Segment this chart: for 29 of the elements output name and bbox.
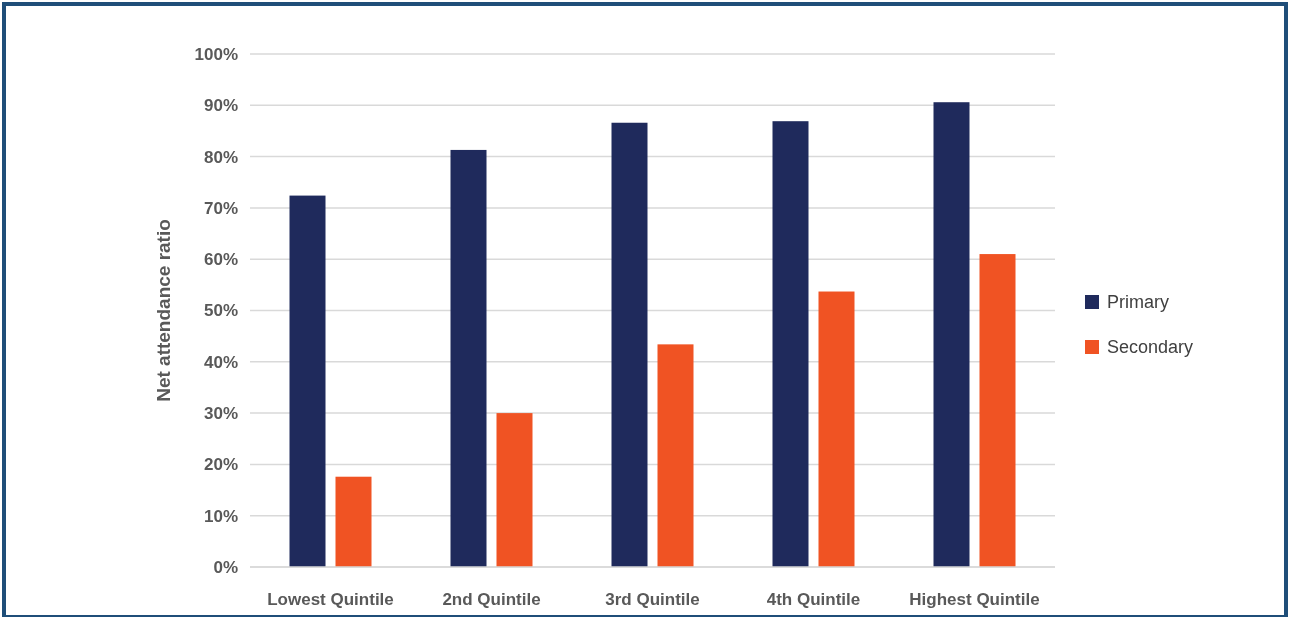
legend-label: Secondary	[1107, 337, 1194, 358]
y-tick-label: 10%	[203, 506, 238, 526]
bar	[933, 102, 970, 567]
bar	[772, 121, 809, 567]
bar	[818, 291, 855, 567]
bar	[496, 413, 533, 567]
x-tick-label: 4th Quintile	[766, 590, 861, 609]
legend-label: Primary	[1107, 292, 1169, 313]
y-tick-label: 40%	[203, 352, 238, 372]
bar	[979, 254, 1016, 567]
y-tick-label: 80%	[203, 147, 238, 167]
x-tick-label: 3rd Quintile	[605, 590, 700, 609]
y-tick-label: 30%	[203, 404, 238, 424]
y-tick-label: 50%	[203, 301, 238, 321]
y-tick-label: 60%	[203, 250, 238, 270]
bar	[335, 476, 372, 567]
y-tick-label: 70%	[203, 198, 238, 218]
y-tick-label: 20%	[203, 455, 238, 475]
y-axis-title: Net attendance ratio	[153, 219, 174, 402]
bar	[611, 122, 648, 567]
bar	[657, 344, 694, 567]
x-tick-label: Lowest Quintile	[267, 590, 394, 609]
bar	[450, 149, 487, 567]
x-tick-label: Highest Quintile	[909, 590, 1040, 609]
y-tick-label: 100%	[194, 44, 238, 64]
y-tick-label: 0%	[213, 557, 238, 577]
y-tick-label: 90%	[203, 96, 238, 116]
x-tick-label: 2nd Quintile	[442, 590, 541, 609]
bar	[289, 195, 326, 567]
